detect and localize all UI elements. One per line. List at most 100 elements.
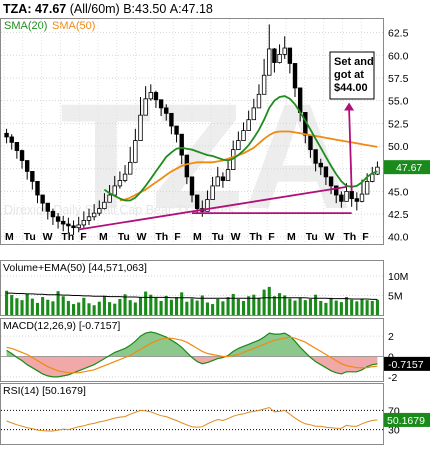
price-tick-label: 52.5	[388, 118, 409, 130]
volume-label: Volume+EMA(50) [44,571,063]	[3, 262, 147, 274]
candle-body	[272, 48, 277, 63]
volume-bar	[247, 296, 251, 315]
chart-header: TZA: 47.67 (All/60m) B:43.50 A:47.18	[3, 2, 213, 16]
candle-body	[81, 220, 87, 226]
candle-body	[225, 169, 231, 181]
macd-tick-label: 2	[388, 331, 394, 343]
candle-body	[174, 125, 179, 135]
rsi-panel	[6, 406, 378, 432]
candle-body	[50, 210, 56, 218]
volume-bar	[262, 289, 266, 315]
candle-body	[71, 225, 76, 229]
volume-bar	[278, 293, 282, 315]
price-tick-label: 62.5	[388, 28, 409, 40]
moving-averages	[103, 95, 378, 202]
annotation-callout: Set and got at $44.00	[329, 51, 375, 100]
price-panel-frame	[0, 18, 384, 245]
candle-body	[184, 154, 190, 178]
volume-bar	[241, 300, 246, 315]
symbol: TZA	[3, 2, 27, 16]
legend-sma20: SMA(20)	[4, 20, 47, 32]
trendline	[78, 185, 347, 231]
x-tick-label: W	[43, 231, 53, 243]
candle-body	[55, 216, 61, 222]
volume-bar	[123, 294, 127, 315]
volume-bar	[20, 300, 24, 315]
volume-bar	[319, 300, 323, 315]
macd-label: MACD(12,26,9) [-0.7157]	[3, 320, 120, 332]
x-tick-label: F	[174, 231, 181, 243]
volume-bar	[46, 299, 50, 315]
volume-tick-label: 10M	[388, 271, 408, 283]
candle-body	[323, 166, 329, 178]
volume-bar	[350, 299, 354, 315]
volume-bar	[92, 305, 96, 315]
volume-bar	[344, 297, 349, 315]
volume-bar	[185, 301, 189, 315]
bid: B:43.50	[123, 2, 166, 16]
rsi-tick-label: 30	[388, 425, 400, 437]
candle-body	[287, 47, 293, 64]
rsi-last-box	[384, 412, 430, 427]
x-tick-label: Th	[61, 231, 74, 243]
volume-bar	[370, 300, 374, 315]
volume-bar	[293, 300, 297, 315]
candle-body	[117, 180, 123, 187]
candle-body	[169, 112, 174, 127]
candle-body	[344, 190, 349, 202]
volume-bar	[334, 300, 338, 315]
volume-bar	[308, 298, 313, 315]
x-tick-label: M	[99, 231, 108, 243]
candle-body	[375, 166, 380, 175]
volume-bar	[97, 301, 101, 315]
volume-bar	[66, 300, 70, 315]
volume-bar	[200, 295, 204, 315]
volume-bar	[252, 294, 256, 315]
sma20-line	[103, 95, 378, 202]
candle-body	[138, 114, 143, 141]
candle-body	[158, 99, 164, 109]
watermark: TZA	[60, 72, 352, 240]
candle-body	[133, 140, 138, 163]
trendlines	[78, 102, 355, 231]
volume-bar	[144, 291, 148, 315]
header-colon: :	[27, 2, 35, 16]
volume-bar	[169, 299, 173, 315]
price-tick-label: 50.0	[388, 141, 409, 153]
volume-bar	[283, 295, 287, 315]
x-tick-label: Th	[155, 231, 168, 243]
candle-body	[241, 130, 246, 141]
candle-body	[215, 176, 220, 187]
volume-bar	[5, 290, 9, 315]
volume-bar	[138, 297, 143, 315]
volume-bar	[339, 302, 343, 315]
volume-bar	[71, 304, 76, 315]
x-tick-label: Th	[249, 231, 262, 243]
volume-panel	[5, 286, 379, 315]
candle-body	[66, 223, 71, 227]
candle-body	[76, 224, 81, 229]
volume-bar	[375, 299, 379, 315]
candle-body	[313, 149, 318, 164]
candle-body	[127, 161, 133, 175]
price-tick-label: 45.0	[388, 186, 409, 198]
price-legend: SMA(20) SMA(50)	[3, 18, 95, 32]
volume-bar	[87, 303, 91, 315]
volume-bar	[190, 298, 194, 315]
arrow-shaft	[348, 108, 353, 192]
volume-bar	[61, 296, 65, 315]
volume-bar	[195, 300, 199, 315]
volume-bar	[51, 301, 55, 315]
candle-body	[308, 134, 313, 151]
volume-bar	[175, 297, 179, 315]
candle-body	[318, 162, 323, 168]
x-tick-label: Tu	[212, 231, 224, 243]
price-tick-label: 40.0	[388, 232, 409, 244]
candle-body	[122, 173, 128, 181]
last-price-box	[384, 160, 430, 175]
volume-bar	[77, 302, 81, 315]
volume-bar	[133, 302, 137, 315]
volume-bar	[267, 286, 271, 315]
candle-body	[9, 136, 14, 143]
volume-bar	[15, 298, 19, 315]
